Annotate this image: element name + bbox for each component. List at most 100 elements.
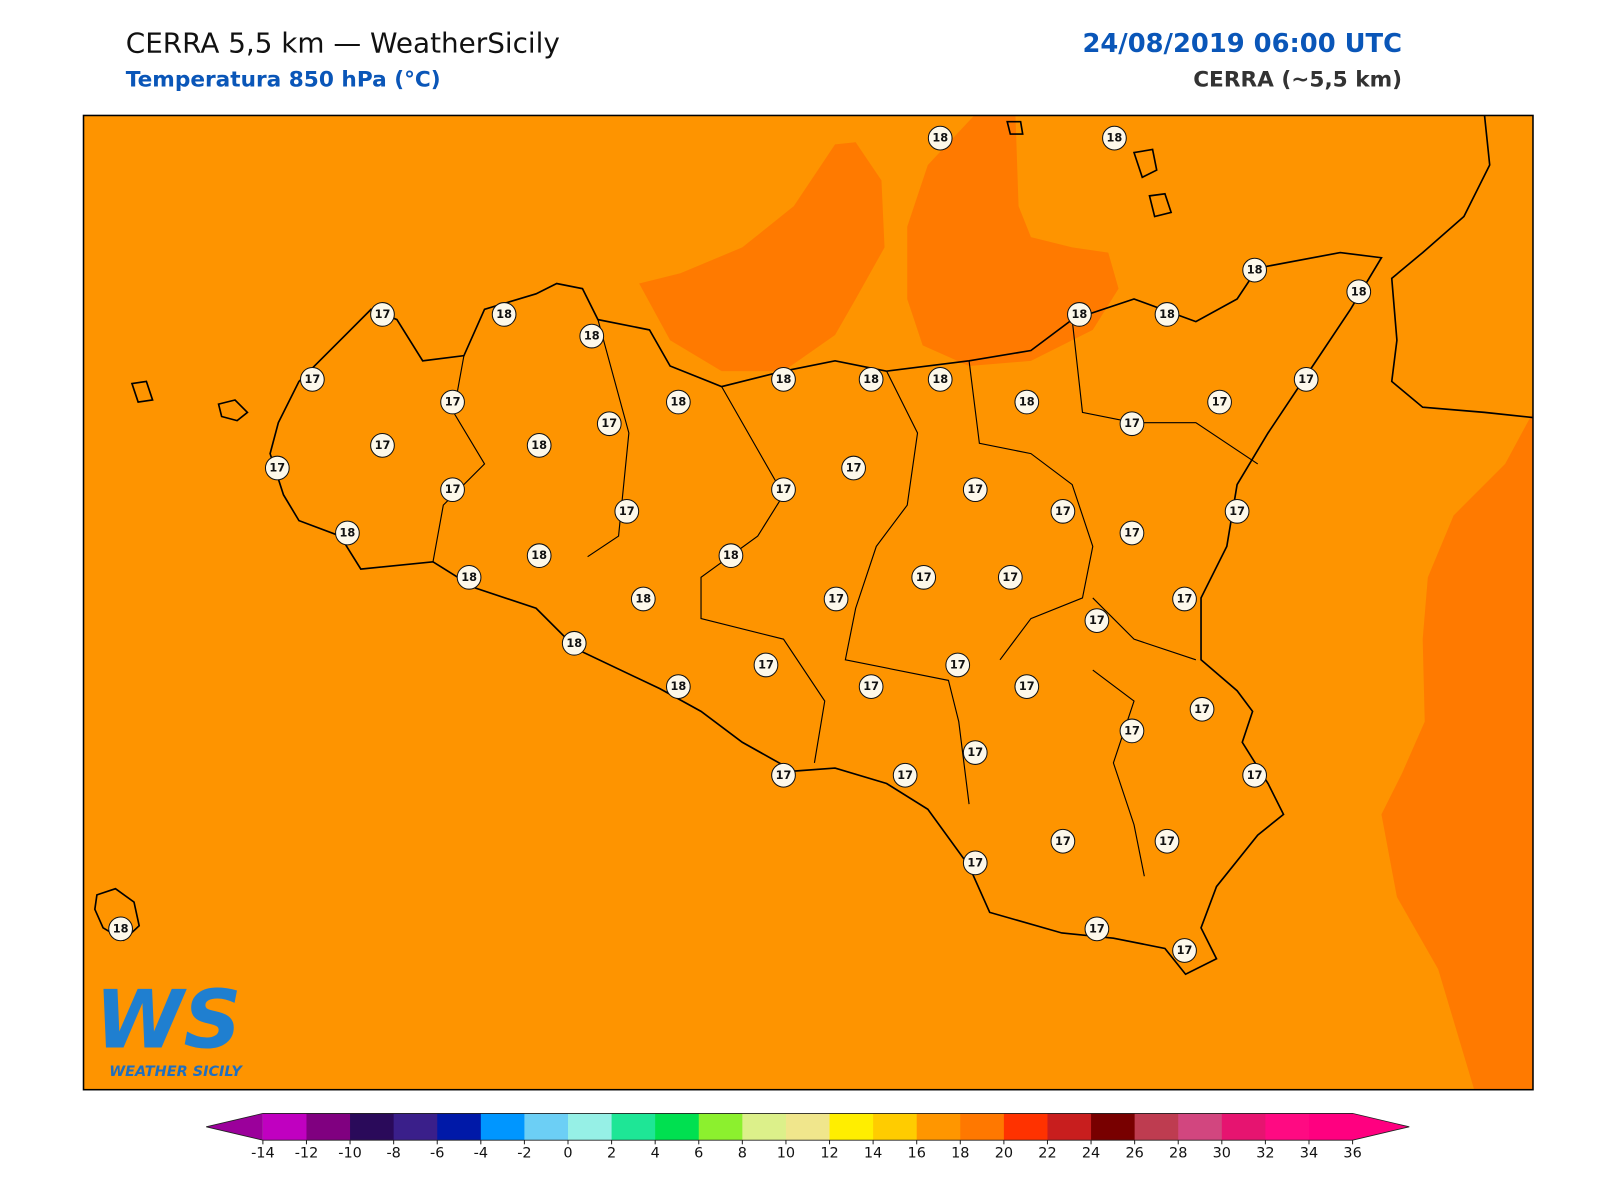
colorbar-tick-label: 26 — [1125, 1146, 1143, 1162]
station: 17 — [1084, 916, 1110, 942]
station: 17 — [614, 498, 640, 524]
station-marker — [1084, 916, 1110, 942]
station-marker — [1119, 411, 1145, 437]
station-value: 18 — [1019, 395, 1035, 409]
station-value: 18 — [932, 131, 948, 145]
station-marker — [1154, 828, 1180, 854]
colorbar-tick-label: 30 — [1213, 1146, 1231, 1162]
station-value: 17 — [1124, 416, 1140, 430]
station: 17 — [1154, 828, 1180, 854]
station-value: 17 — [967, 745, 983, 759]
colorbar-bin — [350, 1113, 395, 1141]
station: 17 — [264, 455, 290, 481]
station-marker — [1050, 498, 1076, 524]
station: 17 — [299, 367, 325, 392]
station: 17 — [1014, 674, 1040, 699]
station-marker — [1207, 389, 1232, 415]
island — [1006, 120, 1024, 135]
colorbar-tick-label: -4 — [474, 1146, 488, 1162]
station: 18 — [1346, 279, 1372, 305]
station: 17 — [997, 564, 1023, 590]
station: 17 — [962, 740, 988, 765]
station: 18 — [1067, 302, 1092, 327]
colorbar-tick-label: -6 — [430, 1146, 444, 1162]
station-value: 17 — [1019, 679, 1035, 693]
station-marker — [1119, 718, 1145, 744]
station-marker — [945, 652, 971, 678]
station-value: 18 — [1107, 131, 1123, 145]
station: 18 — [108, 916, 133, 942]
station: 18 — [335, 520, 360, 546]
station: 18 — [561, 630, 587, 656]
coastline — [93, 115, 1534, 976]
station: 17 — [771, 762, 796, 788]
station-value: 18 — [635, 591, 651, 605]
station: 17 — [1084, 608, 1110, 633]
colorbar-bin — [829, 1113, 874, 1141]
station-marker — [1014, 674, 1040, 699]
colorbar-bin — [524, 1113, 569, 1141]
station-value: 17 — [916, 570, 932, 584]
station-marker — [771, 477, 796, 503]
station-value: 17 — [1089, 613, 1105, 627]
model-label: CERRA (~5,5 km) — [1193, 67, 1402, 92]
logo-mark: WS — [95, 973, 242, 1067]
station-value: 17 — [863, 679, 879, 693]
station: 18 — [927, 367, 953, 392]
station-marker — [370, 432, 395, 458]
station-value: 18 — [566, 636, 582, 650]
station-marker — [1242, 257, 1268, 283]
logo-text: WEATHER SICILY — [109, 1064, 243, 1080]
colorbar-bin — [785, 1113, 831, 1141]
station-value: 17 — [758, 657, 774, 671]
colorbar-bin — [1178, 1113, 1223, 1141]
station-marker — [1067, 302, 1092, 327]
station: 17 — [440, 389, 465, 415]
station: 17 — [962, 477, 988, 503]
station-value: 17 — [1177, 591, 1193, 605]
station-value: 17 — [846, 461, 862, 475]
station-value: 17 — [601, 416, 617, 430]
station: 18 — [927, 125, 953, 151]
station-marker — [753, 652, 779, 678]
station-value: 17 — [1212, 395, 1228, 409]
colorbar-bin — [742, 1113, 787, 1141]
station-value: 18 — [340, 526, 356, 540]
station-value: 17 — [967, 482, 983, 496]
station-marker — [1014, 389, 1040, 415]
colorbar-tick-label: 20 — [995, 1146, 1013, 1162]
colorbar-tick-label: 16 — [908, 1146, 926, 1162]
colorbar-tick-label: 8 — [738, 1146, 747, 1162]
station-value: 18 — [863, 372, 879, 386]
title: CERRA 5,5 km — WeatherSicily — [126, 26, 560, 59]
colorbar-bin — [960, 1113, 1005, 1141]
station: 18 — [771, 367, 796, 392]
colorbar-bin — [306, 1113, 351, 1141]
colorbar-tick-label: 34 — [1300, 1146, 1318, 1162]
station: 18 — [665, 674, 691, 699]
station: 17 — [1293, 367, 1319, 392]
station-marker — [927, 367, 953, 392]
station-marker — [997, 564, 1023, 590]
station: 17 — [945, 652, 971, 678]
station-value: 18 — [531, 548, 547, 562]
station-value: 17 — [1002, 570, 1018, 584]
colorbar-bin — [916, 1113, 961, 1141]
station-marker — [108, 916, 133, 942]
colorbar-bin — [1003, 1113, 1048, 1141]
colorbar-tick-label: 36 — [1343, 1146, 1361, 1162]
station-value: 18 — [1159, 307, 1175, 321]
station-value: 18 — [723, 548, 739, 562]
station-marker — [911, 564, 937, 590]
station-layer: 18 18 17 18 18 18 18 18 18 17 17 18 18 18 17 18 18 17 17 18… — [108, 125, 1372, 963]
station-value: 18 — [932, 372, 948, 386]
station-value: 17 — [1247, 768, 1263, 782]
station: 18 — [526, 543, 552, 569]
station-marker — [1293, 367, 1319, 392]
station-value: 17 — [1055, 834, 1071, 848]
station-marker — [962, 740, 988, 765]
station-value: 17 — [445, 482, 461, 496]
date: 24/08/2019 06:00 UTC — [1082, 29, 1402, 59]
colorbar-tick-label: 0 — [563, 1146, 572, 1162]
